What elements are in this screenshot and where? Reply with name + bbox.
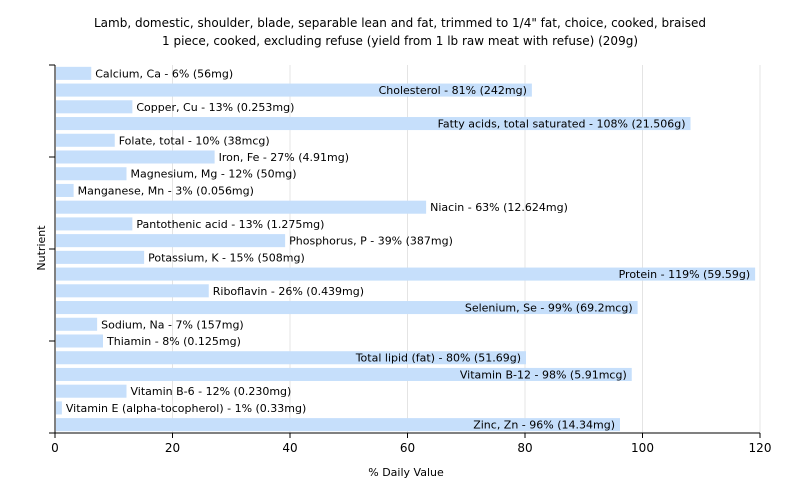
bar <box>56 100 133 114</box>
bar-label: Selenium, Se - 99% (69.2mcg) <box>465 302 633 315</box>
x-tick-label: 80 <box>517 441 532 455</box>
bar <box>56 351 526 365</box>
bar-label: Calcium, Ca - 6% (56mg) <box>95 67 233 80</box>
bar-label: Phosphorus, P - 39% (387mg) <box>289 235 453 248</box>
x-tick-label: 100 <box>631 441 654 455</box>
x-tick-label: 40 <box>282 441 297 455</box>
bar <box>56 150 215 164</box>
bar-label: Sodium, Na - 7% (157mg) <box>101 318 244 331</box>
bar <box>56 117 691 131</box>
bar <box>56 367 632 381</box>
bar <box>56 217 133 231</box>
bar-label: Thiamin - 8% (0.125mg) <box>106 335 241 348</box>
bar <box>56 234 286 248</box>
bar-label: Copper, Cu - 13% (0.253mg) <box>136 101 294 114</box>
bar-label: Fatty acids, total saturated - 108% (21.… <box>438 118 686 131</box>
bar-label: Pantothenic acid - 13% (1.275mg) <box>136 218 324 231</box>
bar <box>56 284 209 298</box>
x-tick-label: 120 <box>749 441 772 455</box>
chart-title-line-2: 1 piece, cooked, excluding refuse (yield… <box>162 34 638 48</box>
bar <box>56 200 427 214</box>
bar <box>56 133 115 147</box>
bar-label: Potassium, K - 15% (508mg) <box>148 251 305 264</box>
plot-area: Calcium, Ca - 6% (56mg) Cholesterol - 81%… <box>49 64 772 455</box>
bar <box>56 183 74 197</box>
bar <box>56 167 127 181</box>
bar <box>56 250 145 264</box>
bar <box>56 418 620 432</box>
bar-label: Magnesium, Mg - 12% (50mg) <box>131 168 297 181</box>
bar <box>56 317 98 331</box>
bar-label: Folate, total - 10% (38mcg) <box>119 134 270 147</box>
bar <box>56 384 127 398</box>
bar-label: Vitamin B-12 - 98% (5.91mcg) <box>460 368 627 381</box>
x-tick-label: 0 <box>51 441 59 455</box>
x-tick-label: 20 <box>165 441 180 455</box>
bar-label: Niacin - 63% (12.624mg) <box>430 201 568 214</box>
bar <box>56 334 103 348</box>
bar <box>56 401 62 415</box>
bar-label: Protein - 119% (59.59g) <box>619 268 751 281</box>
bar-label: Zinc, Zn - 96% (14.34mg) <box>473 419 615 432</box>
x-axis-title: % Daily Value <box>368 466 444 479</box>
x-tick-label: 60 <box>400 441 415 455</box>
bar-label: Cholesterol - 81% (242mg) <box>379 84 527 97</box>
bar <box>56 267 756 281</box>
bar-label: Manganese, Mn - 3% (0.056mg) <box>78 184 254 197</box>
bar-label: Iron, Fe - 27% (4.91mg) <box>219 151 349 164</box>
bar <box>56 301 638 315</box>
bar-label: Riboflavin - 26% (0.439mg) <box>213 285 364 298</box>
bar-label: Total lipid (fat) - 80% (51.69g) <box>355 352 521 365</box>
bar <box>56 83 532 97</box>
bar <box>56 66 92 80</box>
chart-title-line-1: Lamb, domestic, shoulder, blade, separab… <box>94 16 706 30</box>
bar-label: Vitamin E (alpha-tocopherol) - 1% (0.33m… <box>66 402 306 415</box>
bar-label: Vitamin B-6 - 12% (0.230mg) <box>131 385 292 398</box>
y-axis-title: Nutrient <box>35 225 48 271</box>
